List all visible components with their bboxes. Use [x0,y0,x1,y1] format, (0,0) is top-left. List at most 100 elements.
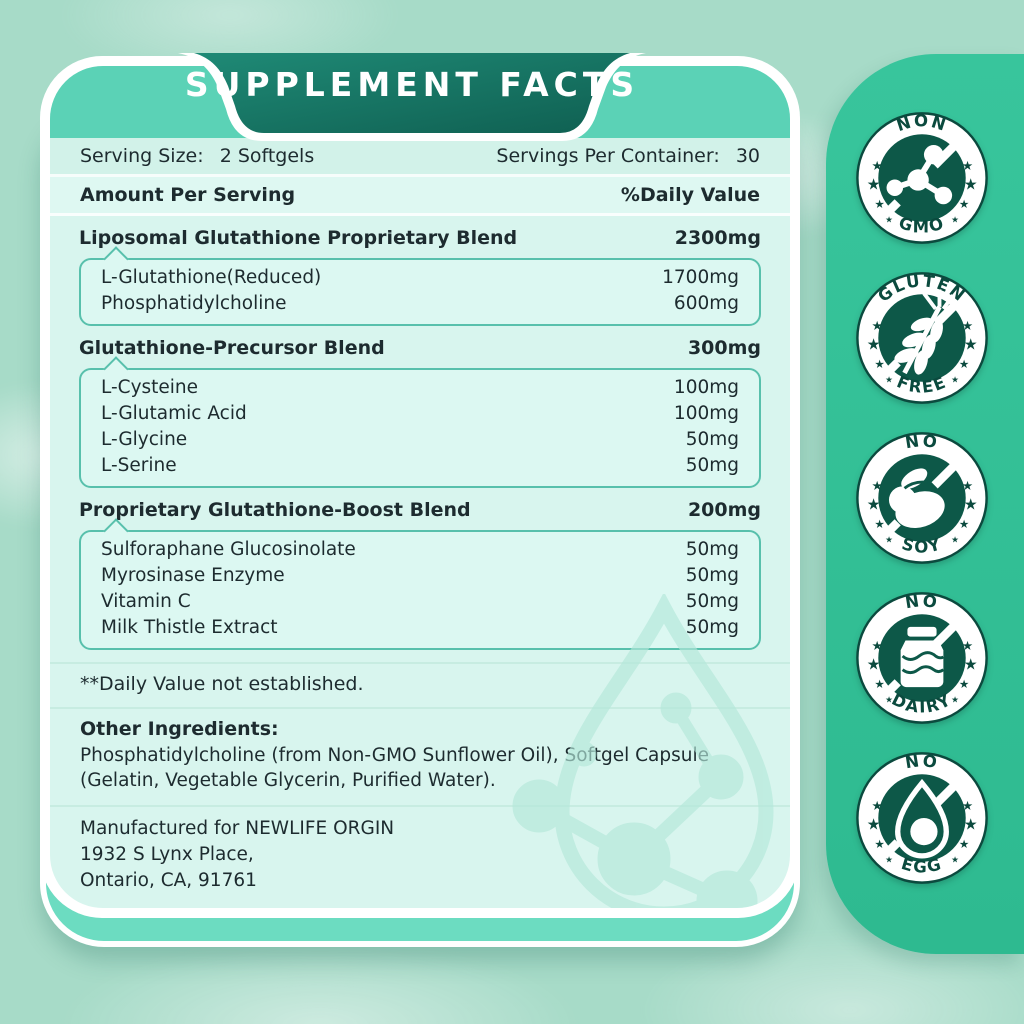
ingredient-row: Phosphatidylcholine 600mg [101,291,739,317]
no-egg-seal: NO EGG ★★★★ ★★★★ [856,751,988,884]
svg-text:★: ★ [871,478,882,493]
blend-header: Glutathione-Precursor Blend 300mg [79,337,761,359]
badge-no-dairy: NO DAIRY ★ ★ ★ ★ ★ ★ ★ ★ [854,590,990,726]
ingredient-row: L-Glutamic Acid 100mg [101,401,739,427]
blend-name: Proprietary Glutathione-Boost Blend [79,499,471,521]
blend-name: Glutathione-Precursor Blend [79,337,385,359]
svg-text:★: ★ [885,376,893,386]
blend-section-precursor: Glutathione-Precursor Blend 300mg L-Cyst… [50,337,790,488]
badge-bottom-label: GMO [896,213,945,236]
svg-text:★: ★ [959,357,969,371]
svg-text:★: ★ [951,376,959,386]
ingredient-amount: 100mg [673,403,739,424]
svg-text:★: ★ [951,856,959,866]
svg-text:★: ★ [964,176,978,194]
svg-text:★: ★ [871,638,882,653]
servings-per-container-label: Servings Per Container: [496,145,720,167]
no-dairy-seal: NO DAIRY ★★★★ ★★★★ [856,591,988,724]
ingredient-name: L-Cysteine [101,377,199,398]
ingredient-row: L-Glutathione(Reduced) 1700mg [101,265,739,291]
ingredient-row: Vitamin C 50mg [101,589,739,615]
ingredient-amount: 50mg [685,455,739,476]
svg-text:★: ★ [959,517,969,531]
svg-text:★: ★ [885,216,893,226]
ingredient-row: Sulforaphane Glucosinolate 50mg [101,537,739,563]
svg-text:NO: NO [904,751,940,772]
svg-text:★: ★ [962,638,973,653]
milk-jug-icon [900,626,945,688]
ingredient-row: L-Serine 50mg [101,453,739,479]
svg-text:★: ★ [885,536,893,546]
svg-text:NO: NO [904,591,940,612]
svg-text:NON: NON [894,112,950,136]
svg-text:★: ★ [867,336,881,354]
svg-text:SOY: SOY [900,534,945,556]
manufacturer-block: Manufactured for NEWLIFE ORGIN 1932 S Ly… [50,807,790,894]
serving-row: Serving Size: 2 Softgels Servings Per Co… [50,138,790,177]
svg-text:★: ★ [874,197,884,211]
supplement-facts-body: Serving Size: 2 Softgels Servings Per Co… [50,66,790,908]
svg-text:★: ★ [962,478,973,493]
svg-text:★: ★ [959,677,969,691]
ingredient-amount: 50mg [685,565,739,586]
ingredient-name: Myrosinase Enzyme [101,565,285,586]
egg-icon [895,778,949,859]
svg-text:★: ★ [959,837,969,851]
molecule-icon [886,144,953,205]
amount-per-serving-header: Amount Per Serving [80,184,296,206]
svg-text:★: ★ [867,656,881,674]
svg-text:★: ★ [951,536,959,546]
ingredient-amount: 50mg [685,429,739,450]
ingredient-name: L-Glutamic Acid [101,403,247,424]
svg-text:★: ★ [885,856,893,866]
blend-amount: 200mg [687,499,761,521]
svg-text:★: ★ [964,656,978,674]
serving-size-label: Serving Size: [80,145,204,167]
dietary-badges-panel: NON GMO ★ ★ ★ ★ ★ ★ ★ ★ [826,54,1024,954]
svg-text:★: ★ [871,158,882,173]
svg-text:★: ★ [951,216,959,226]
gluten-free-seal: GLUTEN FREE ★★★★ ★★★★ [856,271,988,404]
svg-text:★: ★ [874,517,884,531]
badge-no-soy: NO SOY ★ ★ ★ ★ ★ ★ ★ ★ [854,430,990,566]
svg-text:★: ★ [867,816,881,834]
card-top-band [50,66,790,138]
svg-text:★: ★ [871,798,882,813]
svg-text:★: ★ [964,816,978,834]
blend-amount: 2300mg [674,227,761,249]
serving-size: Serving Size: 2 Softgels [80,145,314,167]
ingredient-name: Phosphatidylcholine [101,293,287,314]
svg-text:★: ★ [867,496,881,514]
svg-text:★: ★ [874,677,884,691]
blend-header: Liposomal Glutathione Proprietary Blend … [79,227,761,249]
badge-bottom-label: EGG [899,854,943,877]
ingredient-name: Milk Thistle Extract [101,617,278,638]
servings-per-container: Servings Per Container: 30 [496,145,760,167]
ingredient-name: Vitamin C [101,591,191,612]
soybean-icon [888,468,945,529]
svg-text:NO: NO [904,431,940,452]
badge-bottom-label: SOY [900,534,943,556]
blend-section-boost: Proprietary Glutathione-Boost Blend 200m… [50,499,790,650]
blend-section-liposomal: Liposomal Glutathione Proprietary Blend … [50,227,790,326]
ingredient-name: L-Serine [101,455,177,476]
badge-no-egg: NO EGG ★ ★ ★ ★ ★ ★ ★ ★ [854,750,990,886]
serving-size-value: 2 Softgels [219,145,315,167]
badge-top-label: NO [904,751,938,772]
blend-amount: 300mg [687,337,761,359]
svg-text:★: ★ [962,798,973,813]
manufacturer-line: Manufactured for NEWLIFE ORGIN [80,818,395,839]
ingredient-name: L-Glycine [101,429,188,450]
svg-text:★: ★ [951,696,959,706]
svg-text:★: ★ [962,318,973,333]
svg-text:★: ★ [874,357,884,371]
ingredient-row: L-Glycine 50mg [101,427,739,453]
blend-ingredients-box: Sulforaphane Glucosinolate 50mg Myrosina… [79,518,761,650]
ingredient-amount: 100mg [673,377,739,398]
non-gmo-seal: NON GMO ★★★★ ★★★★ [856,112,988,244]
daily-value-header: %Daily Value [620,184,760,206]
badge-top-label: NO [904,591,938,612]
section-divider [50,805,790,807]
manufacturer-line: Ontario, CA, 91761 [80,870,257,891]
